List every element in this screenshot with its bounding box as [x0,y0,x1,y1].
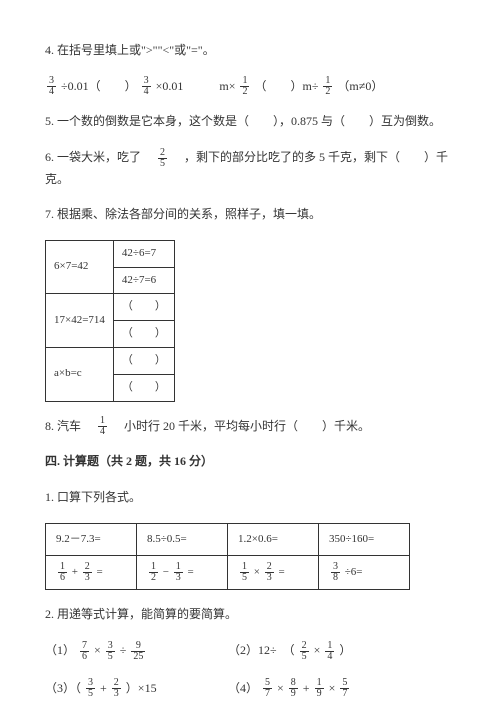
prob4: （4） 57 × 89 + 19 × 57 [228,678,408,700]
p1: 1. 口算下列各式。 [45,487,455,509]
section4-title: 四. 计算题（共 2 题，共 16 分） [45,451,455,473]
calc-r1c1: 9.2－7.3= [46,523,137,556]
t7-r3c1: 17×42=714 [46,294,114,348]
t7-r1c2: 42÷6=7 [113,240,174,267]
q8: 8. 汽车 14 小时行 20 千米，平均每小时行（ ）千米。 [45,416,455,438]
table-q7: 6×7=4242÷6=7 42÷7=6 17×42=714（ ） （ ） a×b… [45,240,175,402]
frac-2-5: 25 [158,148,167,169]
frac-3-4: 34 [47,76,56,97]
frac-1-2: 12 [240,76,249,97]
q6a: 6. 一袋大米，吃了 [45,150,153,164]
q4-b1: m× [219,79,235,93]
t7-r1c1: 6×7=42 [46,240,114,294]
q6: 6. 一袋大米，吃了 25 ，剩下的部分比吃了的多 5 千克，剩下（ ）千克。 [45,147,455,190]
calc-r1c2: 8.5÷0.5= [137,523,228,556]
p2: 2. 用递等式计算，能简算的要简算。 [45,604,455,626]
q8a: 8. 汽车 [45,419,93,433]
calc-r2c4: 38 ÷6= [319,556,410,590]
q4-b2: （ ）m÷ [254,79,318,93]
q4-prompt: 4. 在括号里填上或">""<"或"="。 [45,40,455,62]
q8b: 小时行 20 千米，平均每小时行（ ）千米。 [112,419,370,433]
problems: （1） 76 × 35 ÷ 925 （2）12÷ （ 25 × 14 ） （3）… [45,640,455,700]
frac-1-2: 12 [323,76,332,97]
calc-r2c3: 15 × 23 = [228,556,319,590]
prob2: （2）12÷ （ 25 × 14 ） [228,640,408,662]
calc-r1c4: 350÷160= [319,523,410,556]
frac-3-4: 34 [142,76,151,97]
q5: 5. 一个数的倒数是它本身，这个数是（ ），0.875 与（ ）互为倒数。 [45,111,455,133]
prob3: （3）（ 35 + 23 ）×15 [45,678,225,700]
calc-table: 9.2－7.3= 8.5÷0.5= 1.2×0.6= 350÷160= 16 +… [45,523,410,591]
q4-a2: ×0.01 [156,79,184,93]
t7-r3c2: （ ） [113,294,174,321]
calc-r2c2: 12 − 13 = [137,556,228,590]
q4-expr: 34 ÷0.01（ ） 34 ×0.01 m× 12 （ ）m÷ 12 （m≠0… [45,76,455,98]
q7: 7. 根据乘、除法各部分间的关系，照样子，填一填。 [45,204,455,226]
t7-r5c1: a×b=c [46,348,114,402]
t7-r6c2: （ ） [113,374,174,401]
prob1: （1） 76 × 35 ÷ 925 [45,640,225,662]
frac-1-4: 14 [98,416,107,437]
t7-r4c2: （ ） [113,321,174,348]
q4-a1: ÷0.01（ ） [61,79,137,93]
t7-r5c2: （ ） [113,348,174,375]
calc-r1c3: 1.2×0.6= [228,523,319,556]
q4-b3: （m≠0） [337,79,383,93]
calc-r2c1: 16 + 23 = [46,556,137,590]
t7-r2c2: 42÷7=6 [113,267,174,294]
